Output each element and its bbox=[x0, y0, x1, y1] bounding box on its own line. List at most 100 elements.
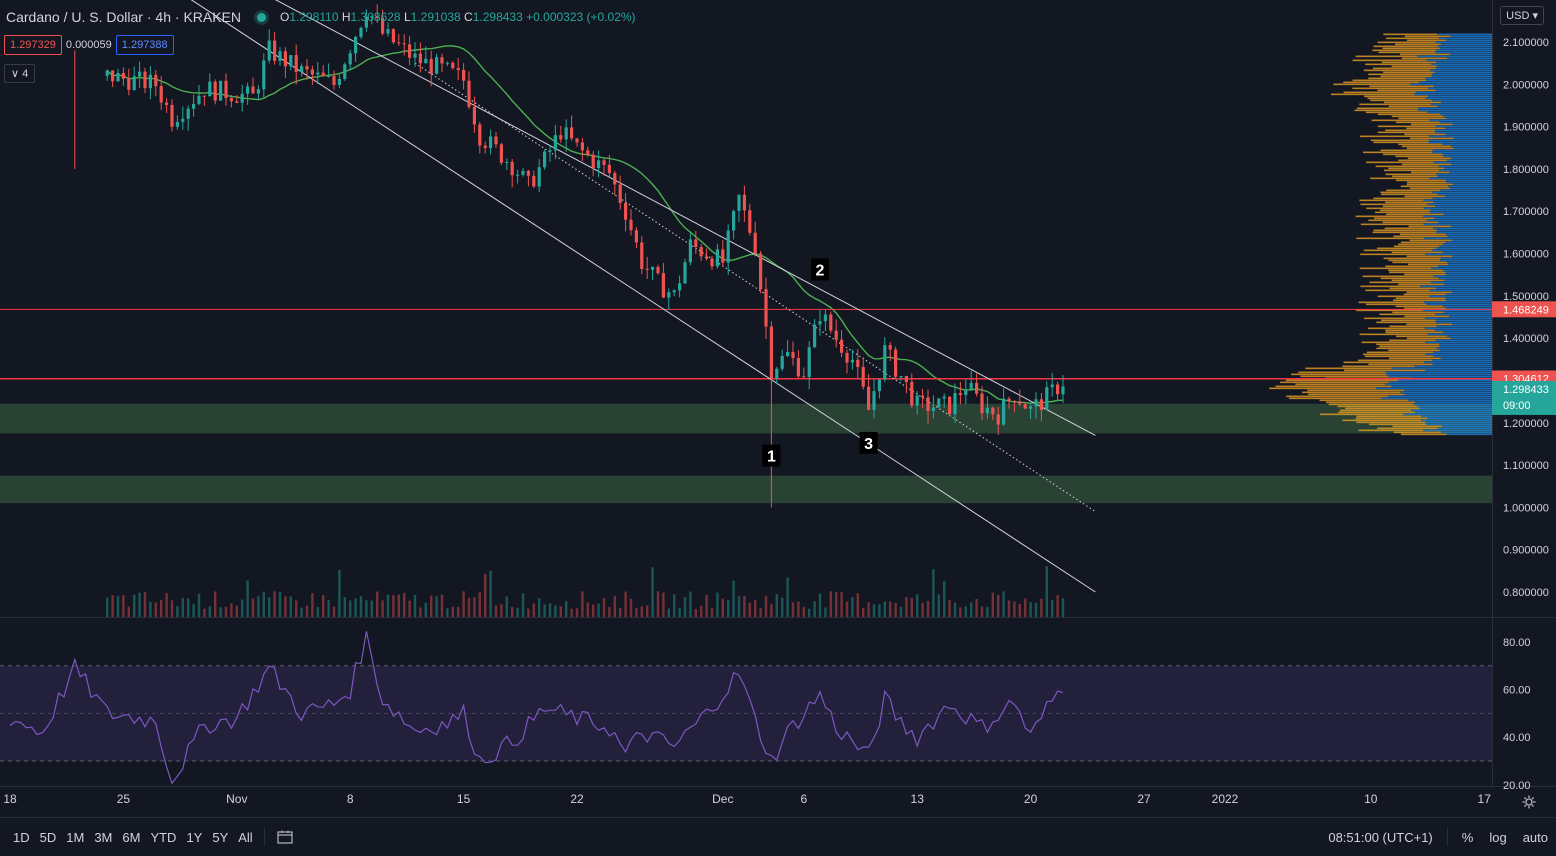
volume-profile-buy-bar bbox=[1431, 191, 1492, 194]
range-1d-button[interactable]: 1D bbox=[13, 829, 30, 845]
candle-down bbox=[958, 393, 962, 395]
time-axis-label: 6 bbox=[800, 792, 807, 806]
volume-bar bbox=[624, 591, 627, 617]
volume-profile-sell-bar bbox=[1395, 297, 1446, 300]
volume-profile-buy-bar bbox=[1444, 127, 1492, 130]
volume-bar bbox=[494, 605, 498, 617]
volume-bar bbox=[165, 592, 168, 617]
volume-bar bbox=[203, 608, 206, 617]
volume-profile-sell-bar bbox=[1389, 271, 1446, 274]
volume-bar bbox=[635, 607, 638, 617]
candle-up bbox=[737, 194, 741, 211]
volume-profile-buy-bar bbox=[1431, 267, 1492, 270]
volume-bar bbox=[986, 606, 989, 617]
indicators-toggle-button[interactable]: ∨ 4 bbox=[4, 64, 36, 83]
range-1y-button[interactable]: 1Y bbox=[186, 829, 203, 845]
volume-profile-buy-bar bbox=[1445, 133, 1492, 136]
volume-bar bbox=[419, 607, 422, 617]
volume-bar bbox=[586, 602, 589, 617]
candle-down bbox=[656, 266, 660, 274]
volume-profile-sell-bar bbox=[1400, 433, 1447, 436]
time-axis-label: 18 bbox=[3, 792, 17, 806]
price-axis-tick: 1.200000 bbox=[1503, 418, 1549, 430]
volume-bar bbox=[629, 598, 633, 617]
range-all-button[interactable]: All bbox=[238, 829, 253, 845]
candle-down bbox=[440, 57, 444, 64]
annotation-box bbox=[762, 444, 781, 467]
candle-up bbox=[138, 71, 142, 77]
candle-up bbox=[937, 398, 941, 408]
volume-bar bbox=[376, 591, 379, 617]
settings-gear-icon[interactable] bbox=[1522, 795, 1536, 809]
candle-up bbox=[726, 230, 730, 263]
volume-profile-sell-bar bbox=[1380, 191, 1432, 194]
high-value: 1.308628 bbox=[350, 10, 401, 24]
candle-up bbox=[1002, 398, 1006, 425]
sell-button[interactable]: 1.297329 bbox=[4, 35, 62, 55]
volume-profile-buy-bar bbox=[1452, 323, 1492, 326]
volume-profile-buy-bar bbox=[1431, 63, 1492, 66]
volume-profile-sell-bar bbox=[1406, 291, 1452, 294]
percent-scale-toggle[interactable]: % bbox=[1461, 829, 1474, 845]
volume-bar bbox=[187, 598, 190, 617]
candle-up bbox=[807, 347, 811, 378]
range-6m-button[interactable]: 6M bbox=[122, 829, 141, 845]
volume-bar bbox=[764, 596, 768, 617]
candle-down bbox=[1039, 399, 1043, 410]
candle-down bbox=[235, 101, 239, 103]
range-5d-button[interactable]: 5D bbox=[39, 829, 57, 845]
volume-profile-sell-bar bbox=[1373, 197, 1433, 200]
volume-bar bbox=[646, 605, 649, 617]
volume-bar bbox=[775, 593, 778, 617]
volume-profile-buy-bar bbox=[1442, 251, 1492, 254]
candle-down bbox=[791, 352, 795, 358]
market-status-dot[interactable] bbox=[257, 12, 267, 22]
time-axis-label: Dec bbox=[712, 792, 733, 806]
clock-timezone[interactable]: 08:51:00 (UTC+1) bbox=[1328, 829, 1433, 845]
volume-profile-sell-bar bbox=[1359, 333, 1428, 336]
volume-profile-buy-bar bbox=[1433, 161, 1492, 164]
volume-bar bbox=[138, 592, 141, 617]
volume-profile-sell-bar bbox=[1398, 143, 1443, 146]
volume-profile-buy-bar bbox=[1439, 121, 1492, 124]
log-scale-toggle[interactable]: log bbox=[1489, 829, 1507, 845]
currency-select[interactable]: USD ▾ bbox=[1500, 6, 1544, 25]
auto-scale-toggle[interactable]: auto bbox=[1522, 829, 1548, 845]
volume-profile-buy-bar bbox=[1453, 137, 1492, 140]
volume-profile-buy-bar bbox=[1429, 211, 1492, 214]
volume-profile-sell-bar bbox=[1330, 93, 1415, 96]
volume-profile-buy-bar bbox=[1445, 179, 1492, 182]
volume-profile-buy-bar bbox=[1435, 321, 1492, 324]
volume-profile-buy-bar bbox=[1438, 277, 1492, 280]
time-axis-label: 15 bbox=[457, 792, 471, 806]
symbol-title[interactable]: Cardano / U. S. Dollar · 4h · KRAKEN bbox=[6, 9, 242, 25]
candle-up bbox=[197, 95, 201, 104]
volume-bar bbox=[1002, 591, 1005, 617]
candle-up bbox=[877, 379, 881, 392]
volume-profile-buy-bar bbox=[1436, 231, 1492, 234]
volume-bar bbox=[781, 597, 784, 617]
volume-profile-sell-bar bbox=[1370, 139, 1430, 142]
volume-profile-sell-bar bbox=[1408, 263, 1448, 266]
volume-profile-sell-bar bbox=[1389, 357, 1441, 360]
range-1m-button[interactable]: 1M bbox=[66, 829, 85, 845]
volume-bar bbox=[516, 607, 519, 617]
volume-profile-buy-bar bbox=[1437, 193, 1492, 196]
buy-button[interactable]: 1.297388 bbox=[115, 35, 174, 55]
volume-profile-sell-bar bbox=[1404, 315, 1450, 318]
volume-profile-sell-bar bbox=[1363, 249, 1433, 252]
volume-profile-sell-bar bbox=[1400, 53, 1451, 56]
volume-profile-sell-bar bbox=[1395, 305, 1443, 308]
goto-date-calendar-icon[interactable] bbox=[277, 830, 293, 844]
volume-bar bbox=[943, 581, 946, 617]
candle-up bbox=[148, 74, 152, 89]
volume-profile-sell-bar bbox=[1300, 375, 1389, 378]
volume-profile-buy-bar bbox=[1384, 383, 1492, 386]
volume-profile-sell-bar bbox=[1359, 199, 1424, 202]
range-ytd-button[interactable]: YTD bbox=[150, 829, 177, 845]
volume-bar bbox=[354, 598, 357, 617]
volume-profile-buy-bar bbox=[1428, 95, 1492, 98]
range-3m-button[interactable]: 3M bbox=[94, 829, 113, 845]
range-5y-button[interactable]: 5Y bbox=[212, 829, 229, 845]
